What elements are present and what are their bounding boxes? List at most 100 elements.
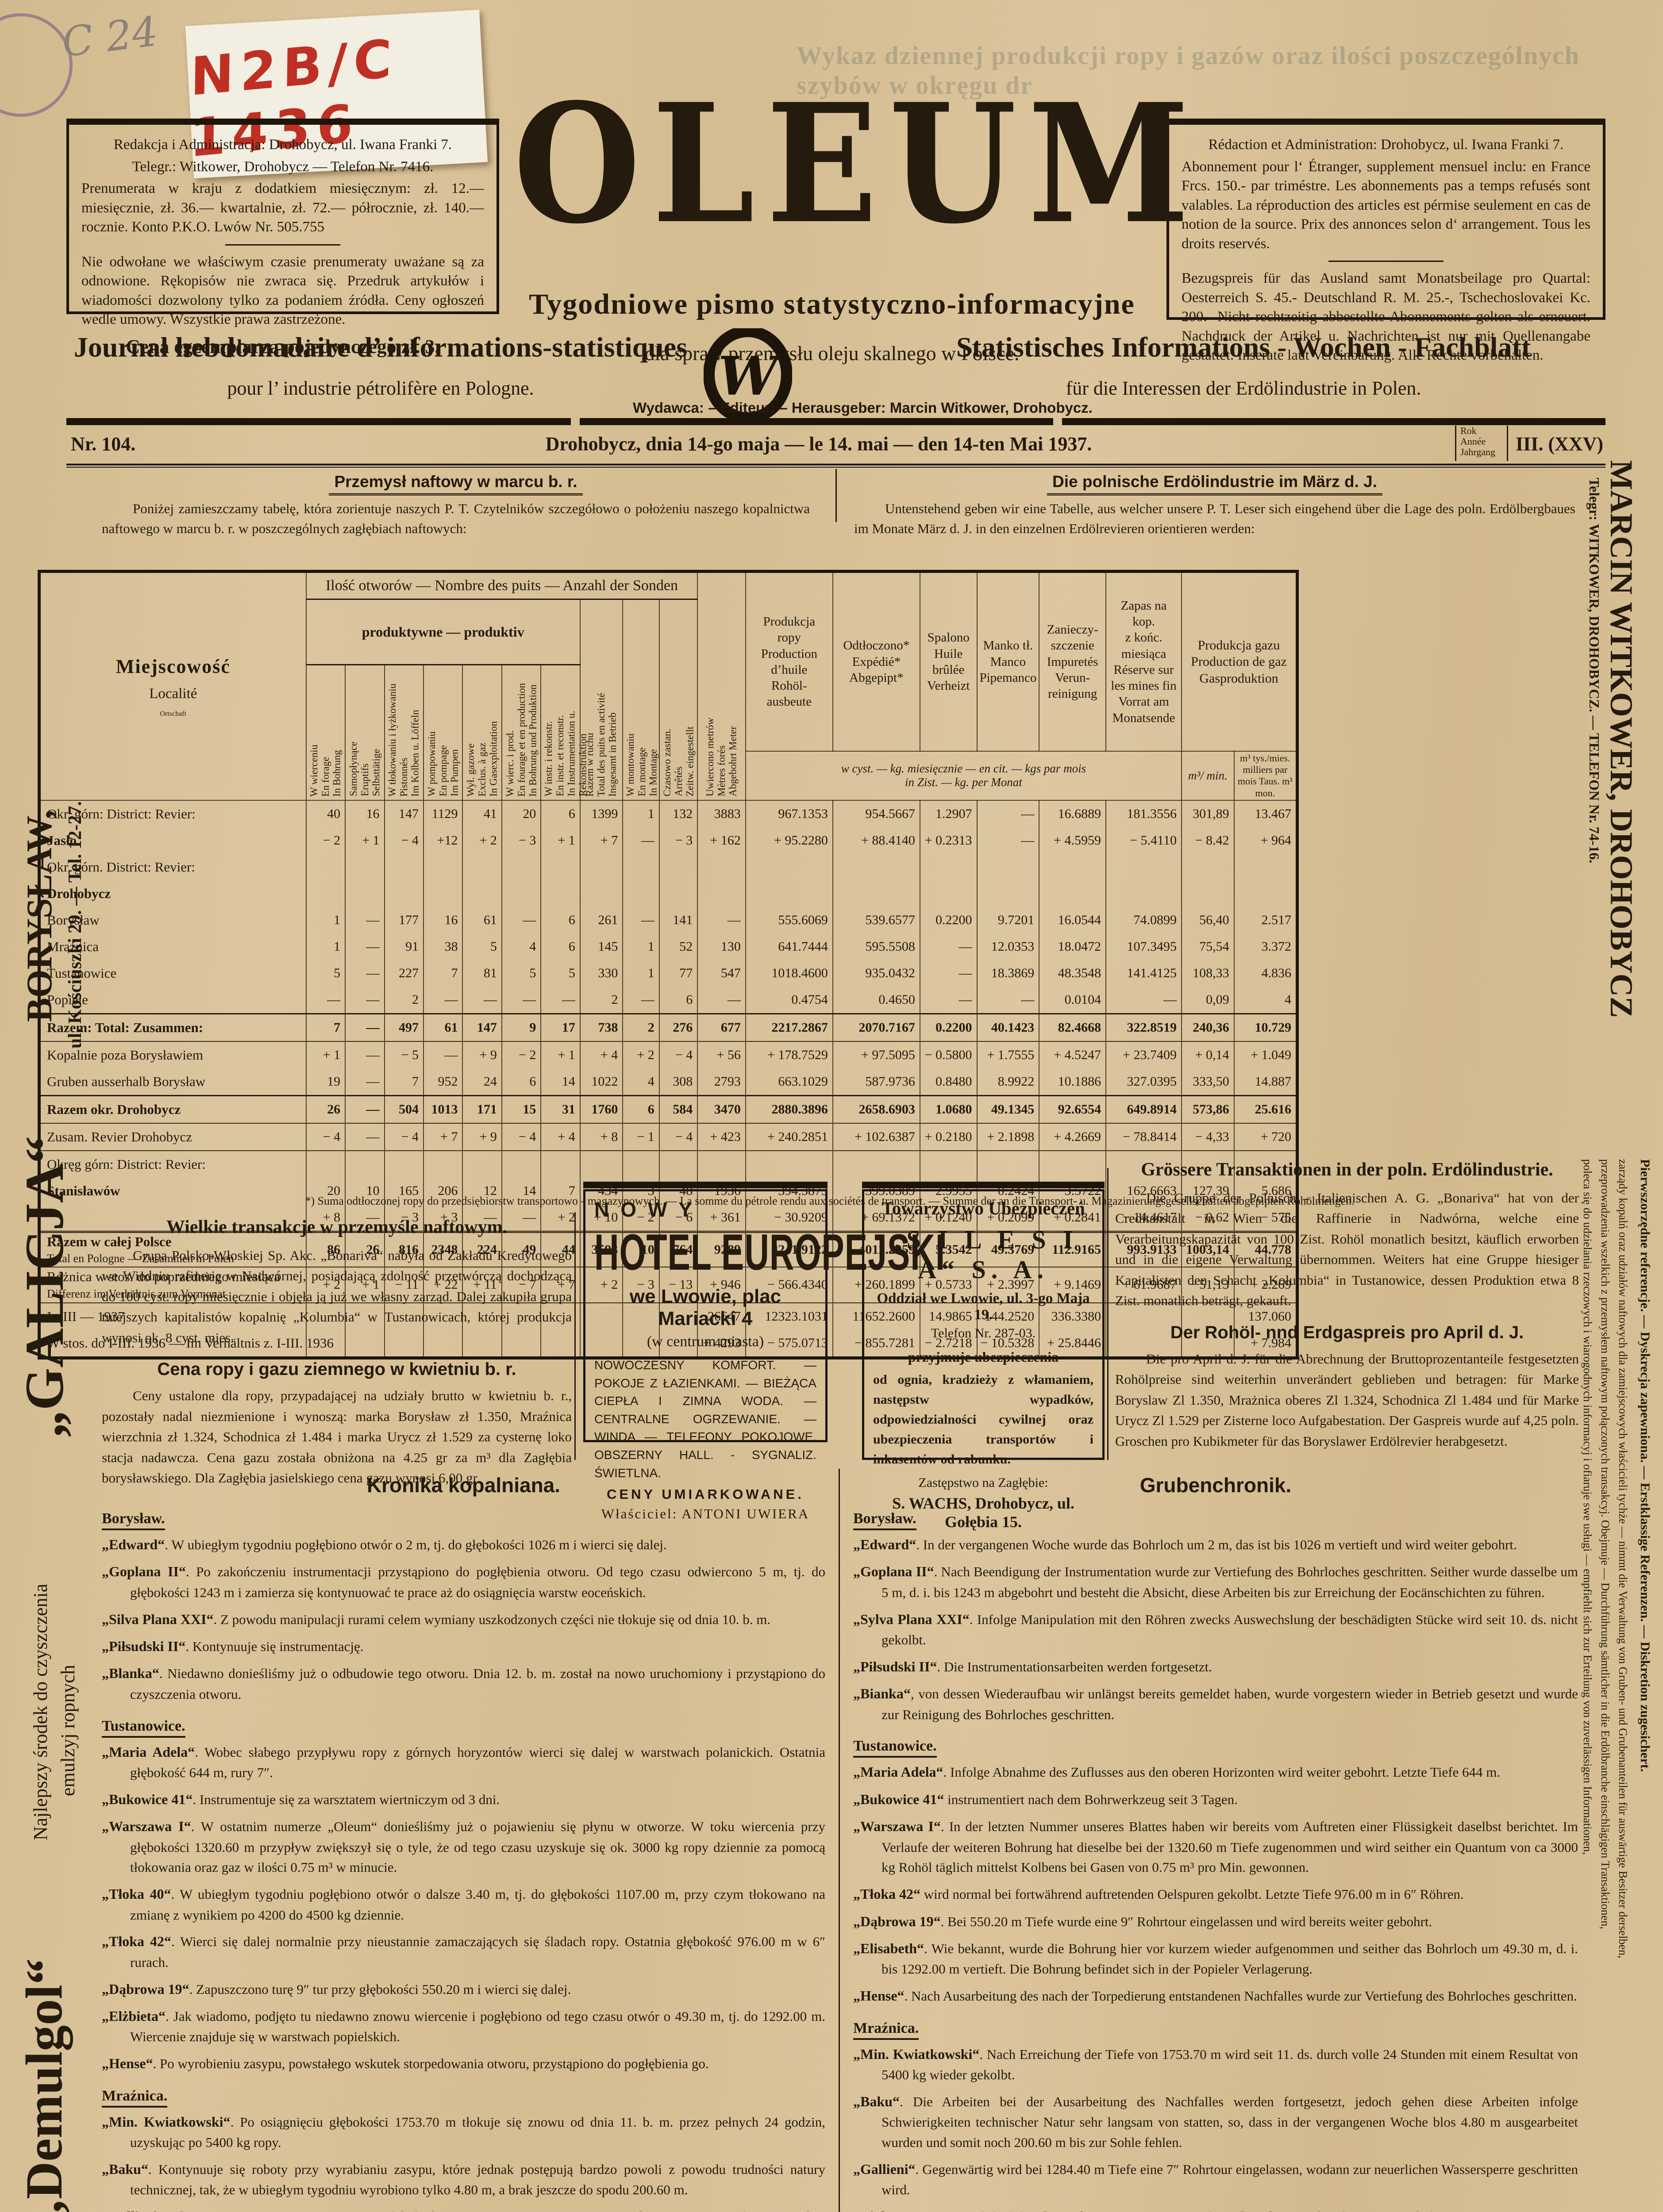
table-cell: 7 (305, 1013, 346, 1042)
table-cell: − 13 (658, 1267, 698, 1303)
issue-number: Nr. 104. (71, 433, 136, 455)
table-cell: 330 (579, 960, 624, 987)
table-cell: 107.3495 (1105, 933, 1182, 960)
table-cell (1039, 1150, 1107, 1178)
table-cell: + 61.9687 (1105, 1267, 1182, 1303)
table-cell: + 8 (305, 1204, 346, 1232)
article-transactions-de: Grössere Transaktionen in der poln. Erdö… (1115, 1158, 1579, 1463)
table-cell (976, 880, 1040, 907)
table-cell: − 4 (658, 1041, 698, 1069)
table-cell: — (345, 987, 385, 1014)
table-cell: + 2.3997 (976, 1267, 1040, 1303)
table-cell: 40 (305, 800, 346, 828)
table-cell: + 964 (1233, 827, 1298, 854)
table-cell: − 3 (622, 1267, 660, 1303)
table-cell (462, 1329, 502, 1358)
column-divider (839, 1469, 840, 2212)
row-label: Jasło (38, 827, 307, 854)
chronicle-entry: „Gallieni“. Obecnie zapuszcza się turę 7… (102, 2206, 825, 2212)
chronicle-place-heading: Tustanowice. (853, 1738, 1578, 1758)
table-cell: 276 (658, 1013, 698, 1042)
table-cell: 2348 (423, 1231, 463, 1267)
table-cell: 327.0395 (1105, 1068, 1182, 1096)
table-cell: − 7 (501, 1267, 542, 1303)
table-cell (658, 1150, 698, 1178)
table-cell: 61 (423, 1013, 463, 1042)
table-cell: 6 (622, 1095, 660, 1124)
table-cell: 322.8519 (1105, 1013, 1182, 1042)
table-row: Razem okr. Drohobycz 26—504 1013 171 15 31 176… (38, 1095, 1298, 1124)
table-cell: 18.3869 (976, 960, 1040, 987)
table-cell: + 8 (579, 1123, 624, 1151)
showthrough-ghost-text: Wykaz dziennej produkcji ropy i gazów or… (797, 41, 1580, 100)
table-cell: 1018.4600 (745, 960, 833, 987)
journal-name-german-sub: für die Interessen der Erdölindustrie in… (1066, 377, 1421, 399)
table-cell: + 1 (345, 1267, 385, 1303)
table-cell (462, 1302, 502, 1330)
ad-hotel-address: we Lwowie, plac Mariacki 4 (629, 1286, 781, 1329)
table-cell: 1399 (579, 800, 624, 828)
ad-top-bar (862, 1182, 1105, 1188)
ad-hotel-name: HOTEL EUROPEJSKI (594, 1224, 946, 1281)
table-cell: + 2 (540, 1204, 581, 1232)
table-cell: 4241.9122 (745, 1231, 833, 1267)
table-row: Okr. górn: District: Revier: 40 16 147 1129 4… (38, 800, 1298, 828)
table-cell: + 162 (697, 827, 746, 854)
table-cell: − 11 (384, 1267, 424, 1303)
table-cell (462, 854, 502, 881)
table-cell: 38 (423, 933, 463, 960)
table-cell: 2 (384, 987, 424, 1014)
table-cell: 224 (462, 1231, 502, 1267)
margin-demulgol-brand: „Demulgol“ (15, 1958, 73, 2212)
table-cell (462, 1150, 502, 1178)
table-cell (345, 1150, 385, 1178)
rule-double (66, 464, 1605, 468)
table-cell (501, 1302, 542, 1330)
table-cell: 3.372 (1233, 933, 1298, 960)
table-cell (501, 1329, 542, 1358)
table-cell: + 95.2280 (745, 827, 833, 854)
row-label: I - III — 1937 (38, 1302, 307, 1330)
table-cell: 147 (462, 1013, 502, 1042)
journal-name-french-sub: pour l’ industrie pétrolifère en Pologne… (227, 377, 534, 399)
table-cell: 20 (501, 800, 542, 828)
table-cell (423, 1150, 463, 1178)
table-cell: 240,36 (1181, 1013, 1235, 1042)
table-cell: 4 (1233, 987, 1298, 1014)
table-row: Borysław 1—177 16 61—6 261—141—555.6069 539.6… (38, 907, 1298, 934)
table-cell (658, 854, 698, 881)
chronicle-entry: „Sylva Plana XXI“. Infolge Manipulation … (853, 1611, 1578, 1647)
table-cell: − 30.9209 (745, 1204, 833, 1232)
table-cell: — (540, 987, 581, 1014)
col-head: W montowaniu En montage In Montage (622, 599, 660, 801)
table-cell (345, 1302, 385, 1330)
table-cell: 91 (384, 933, 424, 960)
table-cell: 137.060 (1233, 1302, 1298, 1330)
table-cell: 1.0680 (919, 1095, 978, 1124)
table-cell: — (697, 907, 746, 934)
table-cell: − 3 (384, 1204, 424, 1232)
table-cell: + 7 (540, 1267, 581, 1303)
unit-gas-month: m³ tys./mies. milliers par mois Taus. m³… (1233, 751, 1298, 801)
table-cell: 1 (305, 933, 346, 960)
chronicle-entry: „Bukowice 41“ instrumentiert nach dem Bo… (853, 1791, 1238, 1807)
table-cell (345, 880, 385, 907)
table-cell: + 10 (579, 1204, 624, 1232)
table-cell: 9 (501, 1013, 542, 1042)
table-cell: 12.0353 (976, 933, 1040, 960)
table-cell: + 9.1469 (1039, 1267, 1107, 1303)
table-cell (540, 880, 581, 907)
table-row: Mraźnica 1—91 38 5 4 6 145 1 52 130 641.7444 595.55… (38, 933, 1298, 960)
table-cell (423, 854, 463, 881)
table-row: Tustanowice 5—227 7 81 5 5 330 1 77 547 1018.4600 9… (38, 960, 1298, 987)
table-cell (1233, 880, 1298, 907)
imprint-subscription-fr: Abonnement pour l‘ Étranger, supplement … (1182, 158, 1590, 252)
table-cell: − 10.5328 (976, 1329, 1040, 1358)
chronicle-entry: „Piłsudski II“. Die Instrumentationsarbe… (853, 1658, 1212, 1674)
table-cell: 25.616 (1233, 1095, 1298, 1124)
table-cell: + 240.2851 (745, 1123, 833, 1151)
chronicle-entry: „Edward“. W ubiegłym tygodniu pogłębiono… (102, 1536, 667, 1552)
ad-agent: S. WACHS, Drohobycz, ul. Gołębia 15. (892, 1494, 1074, 1531)
table-cell: — (501, 1204, 542, 1232)
table-cell: + 4.5247 (1039, 1041, 1107, 1069)
